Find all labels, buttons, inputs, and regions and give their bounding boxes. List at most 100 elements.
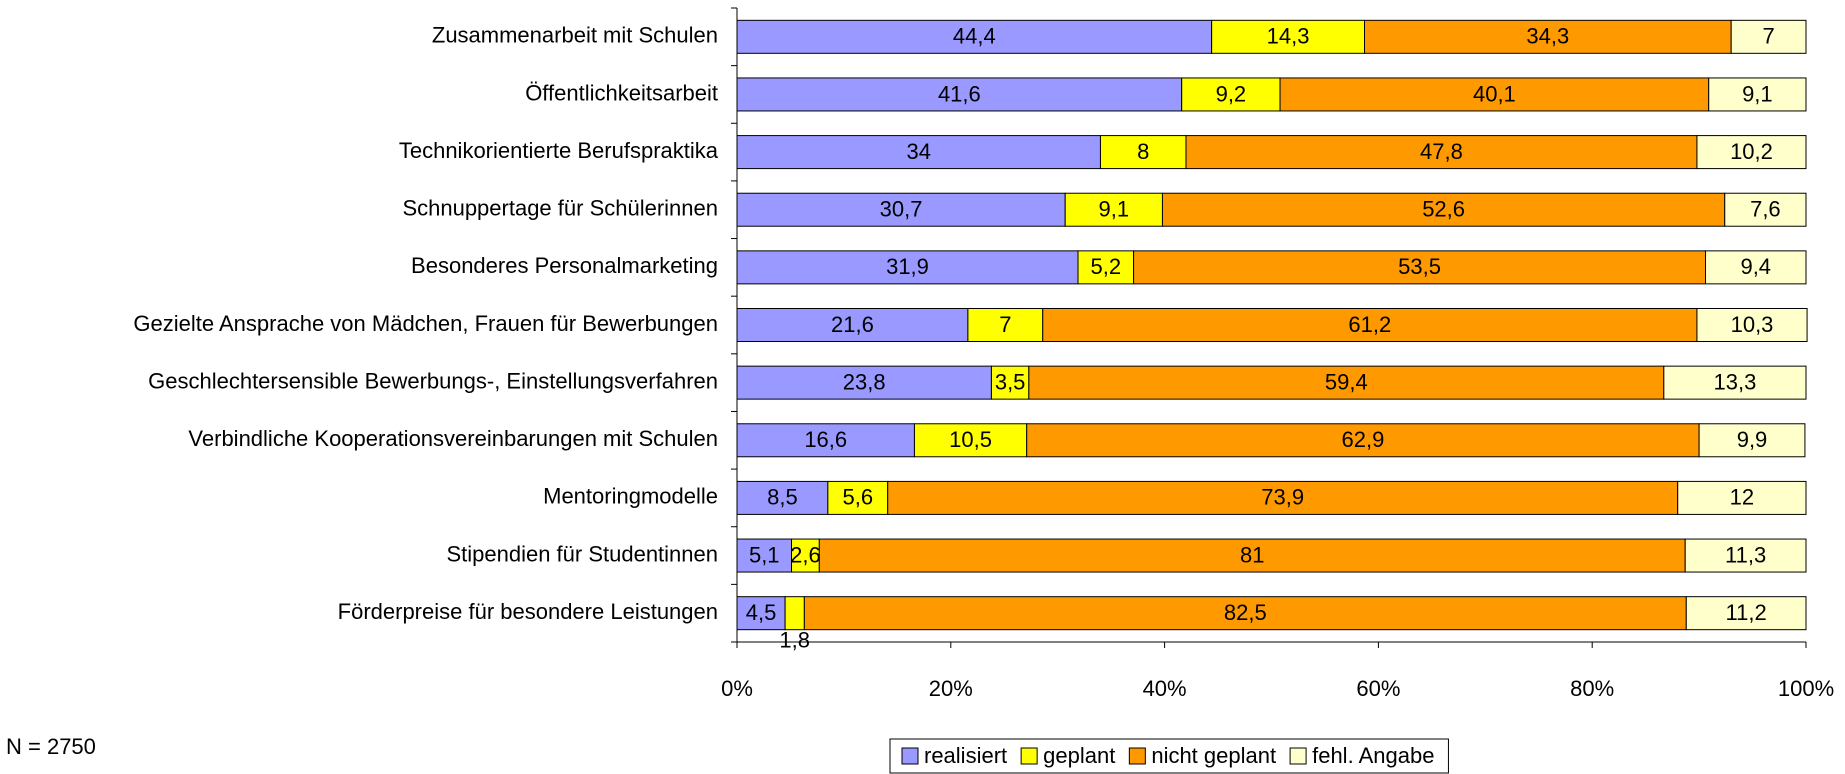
y-tick-label: Verbindliche Kooperationsvereinbarungen …: [188, 426, 718, 451]
x-tick-label: 40%: [1143, 676, 1187, 701]
legend-label: geplant: [1043, 743, 1115, 768]
x-tick-label: 80%: [1570, 676, 1614, 701]
data-label: 8,5: [767, 485, 798, 510]
legend-swatch: [1128, 747, 1146, 765]
y-tick-label: Stipendien für Studentinnen: [446, 541, 718, 566]
bar-segment: [736, 135, 1101, 170]
legend-swatch: [901, 747, 919, 765]
bar-segment: [1677, 480, 1807, 515]
y-tick-label: Geschlechtersensible Bewerbungs-, Einste…: [148, 368, 718, 393]
bar-segment: [736, 365, 992, 400]
data-label: 14,3: [1267, 24, 1310, 49]
data-label: 10,2: [1730, 139, 1773, 164]
bar-segment: [736, 538, 793, 573]
legend-swatch: [1020, 747, 1038, 765]
bar-segment: [1724, 192, 1807, 227]
bar-segment: [1042, 308, 1698, 342]
y-tick-label: Schnuppertage für Schülerinnen: [402, 196, 718, 221]
data-label: 11,2: [1726, 600, 1767, 625]
bar-segment: [1364, 19, 1732, 54]
data-label: 73,9: [1261, 485, 1304, 510]
x-tick-label: 100%: [1778, 676, 1834, 701]
bar-segment: [1181, 77, 1281, 112]
data-label: 44,4: [953, 24, 996, 49]
x-tick-label: 20%: [929, 676, 973, 701]
bar-segment: [1026, 423, 1700, 458]
data-label: 9,1: [1099, 197, 1130, 222]
bar-segment: [736, 250, 1079, 285]
data-label: 21,6: [831, 312, 874, 337]
bar-segment: [1705, 250, 1807, 285]
bar-segment: [736, 19, 1213, 54]
y-tick-label: Zusammenarbeit mit Schulen: [432, 23, 718, 48]
data-label: 81: [1240, 542, 1264, 567]
data-label: 82,5: [1224, 600, 1267, 625]
note: N = 2750: [6, 734, 96, 759]
bar-segment: [803, 596, 1687, 631]
data-label: 13,3: [1713, 369, 1756, 394]
data-label: 7: [999, 312, 1011, 337]
y-tick-label: Besonderes Personalmarketing: [411, 253, 718, 278]
bar-segment: [1099, 135, 1187, 170]
data-label: 11,3: [1725, 542, 1766, 567]
data-label: 16,6: [804, 427, 847, 452]
legend-swatch: [1289, 747, 1307, 765]
data-label: 62,9: [1341, 427, 1384, 452]
data-label: 7: [1762, 24, 1774, 49]
data-label: 34: [906, 139, 930, 164]
bar-segment: [1684, 538, 1807, 573]
data-label: 12: [1730, 485, 1754, 510]
bar-segment: [1696, 308, 1808, 342]
data-label: 9,9: [1737, 427, 1768, 452]
bar-segment: [791, 538, 820, 573]
legend: [889, 738, 1449, 774]
legend-label: fehl. Angabe: [1312, 743, 1434, 768]
data-label: 52,6: [1422, 197, 1465, 222]
data-label: 4,5: [746, 600, 777, 625]
data-label: 30,7: [880, 197, 923, 222]
data-label: 5,6: [843, 485, 874, 510]
data-label: 8: [1137, 139, 1149, 164]
bar-segment: [1028, 365, 1665, 400]
bar-segment: [736, 423, 915, 458]
data-label: 9,4: [1740, 254, 1771, 279]
bar-segment: [1185, 135, 1698, 170]
bar-segment: [784, 596, 805, 631]
x-tick-label: 0%: [721, 676, 753, 701]
data-label: 41,6: [938, 81, 981, 106]
y-tick-label: Mentoringmodelle: [543, 484, 718, 509]
bar-segment: [990, 365, 1030, 400]
y-tick-label: Öffentlichkeitsarbeit: [525, 80, 718, 105]
data-label: 31,9: [886, 254, 929, 279]
bar-segment: [1133, 250, 1707, 285]
bar-segment: [1077, 250, 1135, 285]
data-label: 61,2: [1348, 312, 1391, 337]
legend-label: realisiert: [924, 743, 1007, 768]
bar-segment: [1730, 19, 1807, 54]
bar-segment: [967, 308, 1044, 342]
bar-segment: [736, 308, 969, 342]
bar-segment: [913, 423, 1028, 458]
data-label: 3,5: [995, 369, 1026, 394]
x-tick-label: 60%: [1356, 676, 1400, 701]
data-label: 9,1: [1742, 81, 1773, 106]
bar-segment: [1696, 135, 1807, 170]
bar-segment: [1708, 77, 1807, 112]
y-tick-label: Technikorientierte Berufspraktika: [399, 138, 719, 163]
data-label: 59,4: [1325, 369, 1368, 394]
bar-segment: [1698, 423, 1806, 458]
bar-segment: [736, 480, 829, 515]
data-label: 9,2: [1216, 81, 1247, 106]
y-tick-label: Förderpreise für besondere Leistungen: [338, 599, 718, 624]
data-label: 34,3: [1526, 24, 1569, 49]
data-label: 10,3: [1731, 312, 1774, 337]
y-tick-label: Gezielte Ansprache von Mädchen, Frauen f…: [133, 311, 718, 336]
data-label: 53,5: [1398, 254, 1441, 279]
bar-segment: [1685, 596, 1807, 631]
data-label: 47,8: [1420, 139, 1463, 164]
bar-segment: [736, 192, 1066, 227]
bar-segment: [1663, 365, 1807, 400]
bar-segment: [818, 538, 1686, 573]
data-label: 7,6: [1750, 197, 1781, 222]
